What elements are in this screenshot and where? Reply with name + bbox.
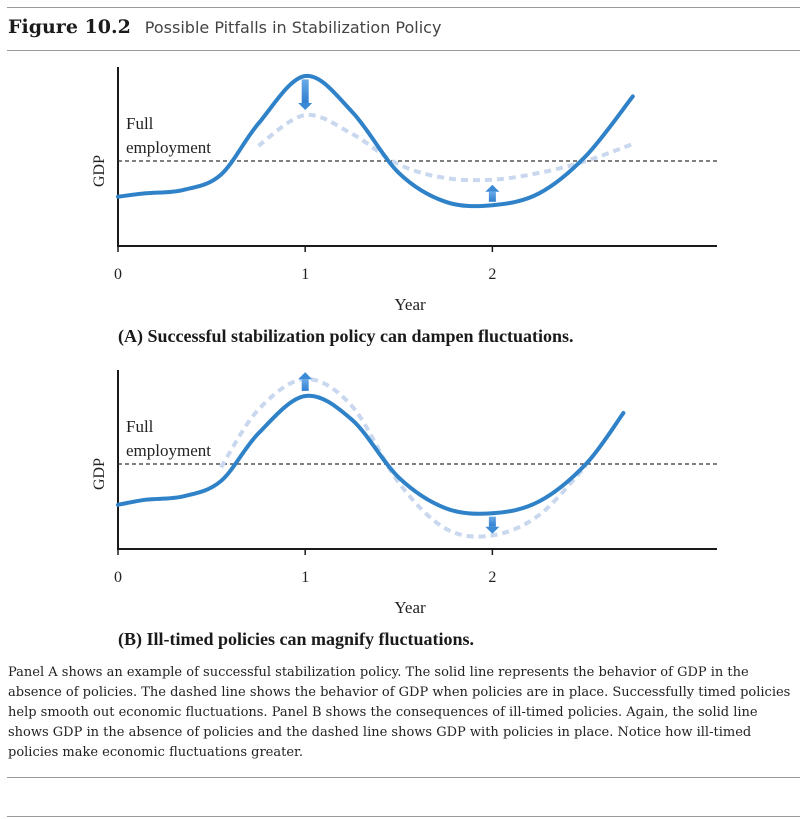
header-rule xyxy=(7,50,800,51)
arrow-shaft xyxy=(301,79,309,103)
panel-b-chart: 0 1 2 Year GDP Full employment (B) Ill-timed po… xyxy=(91,370,717,650)
x-tick-label: 0 xyxy=(114,569,122,586)
x-axis-label: Year xyxy=(394,295,426,314)
arrow-down-icon xyxy=(485,516,500,534)
full-employment-label-line1: Full xyxy=(126,114,154,133)
full-employment-label-line2: employment xyxy=(126,441,211,460)
figure-caption: Panel A shows an example of successful s… xyxy=(8,665,791,760)
solid-gdp-no-policy-line xyxy=(116,73,635,209)
dashed-gdp-with-policy-line xyxy=(219,376,588,539)
caption-rule xyxy=(7,777,800,778)
full-employment-label-line2: employment xyxy=(126,138,211,157)
y-axis-label: GDP xyxy=(91,458,108,490)
x-tick-label: 2 xyxy=(488,266,496,283)
arrow-up-icon xyxy=(298,372,313,391)
x-tick-label: 2 xyxy=(488,569,496,586)
top-rule xyxy=(7,7,800,8)
arrow-shaft xyxy=(488,191,496,202)
arrow-head xyxy=(485,184,500,192)
solid-gdp-no-policy-line xyxy=(116,393,626,516)
dashed-gdp-with-policy-line xyxy=(257,112,634,183)
arrow-head xyxy=(485,526,500,534)
arrow-head xyxy=(298,103,313,110)
arrow-up-icon xyxy=(485,184,500,202)
panel-a-chart: 0 1 2 Year GDP Full employment (A) Successful s… xyxy=(91,67,717,347)
arrow-shaft xyxy=(301,379,309,391)
panel-title: (A) Successful stabilization policy can … xyxy=(118,326,574,347)
x-axis-label: Year xyxy=(394,598,426,617)
arrow-down-icon xyxy=(298,79,313,110)
figure-number: Figure 10.2 xyxy=(8,16,131,38)
arrow-shaft xyxy=(488,516,496,527)
figure-title: Possible Pitfalls in Stabilization Polic… xyxy=(144,18,442,37)
x-tick-label: 0 xyxy=(114,266,122,283)
y-axis-label: GDP xyxy=(91,155,108,187)
full-employment-label-line1: Full xyxy=(126,417,154,436)
bottom-rule xyxy=(7,816,800,817)
figure-header: Figure 10.2 Possible Pitfalls in Stabiliz… xyxy=(8,16,441,38)
arrow-head xyxy=(298,372,313,380)
x-tick-label: 1 xyxy=(301,266,309,283)
x-tick-label: 1 xyxy=(301,569,309,586)
panel-title: (B) Ill-timed policies can magnify fluct… xyxy=(118,629,474,650)
